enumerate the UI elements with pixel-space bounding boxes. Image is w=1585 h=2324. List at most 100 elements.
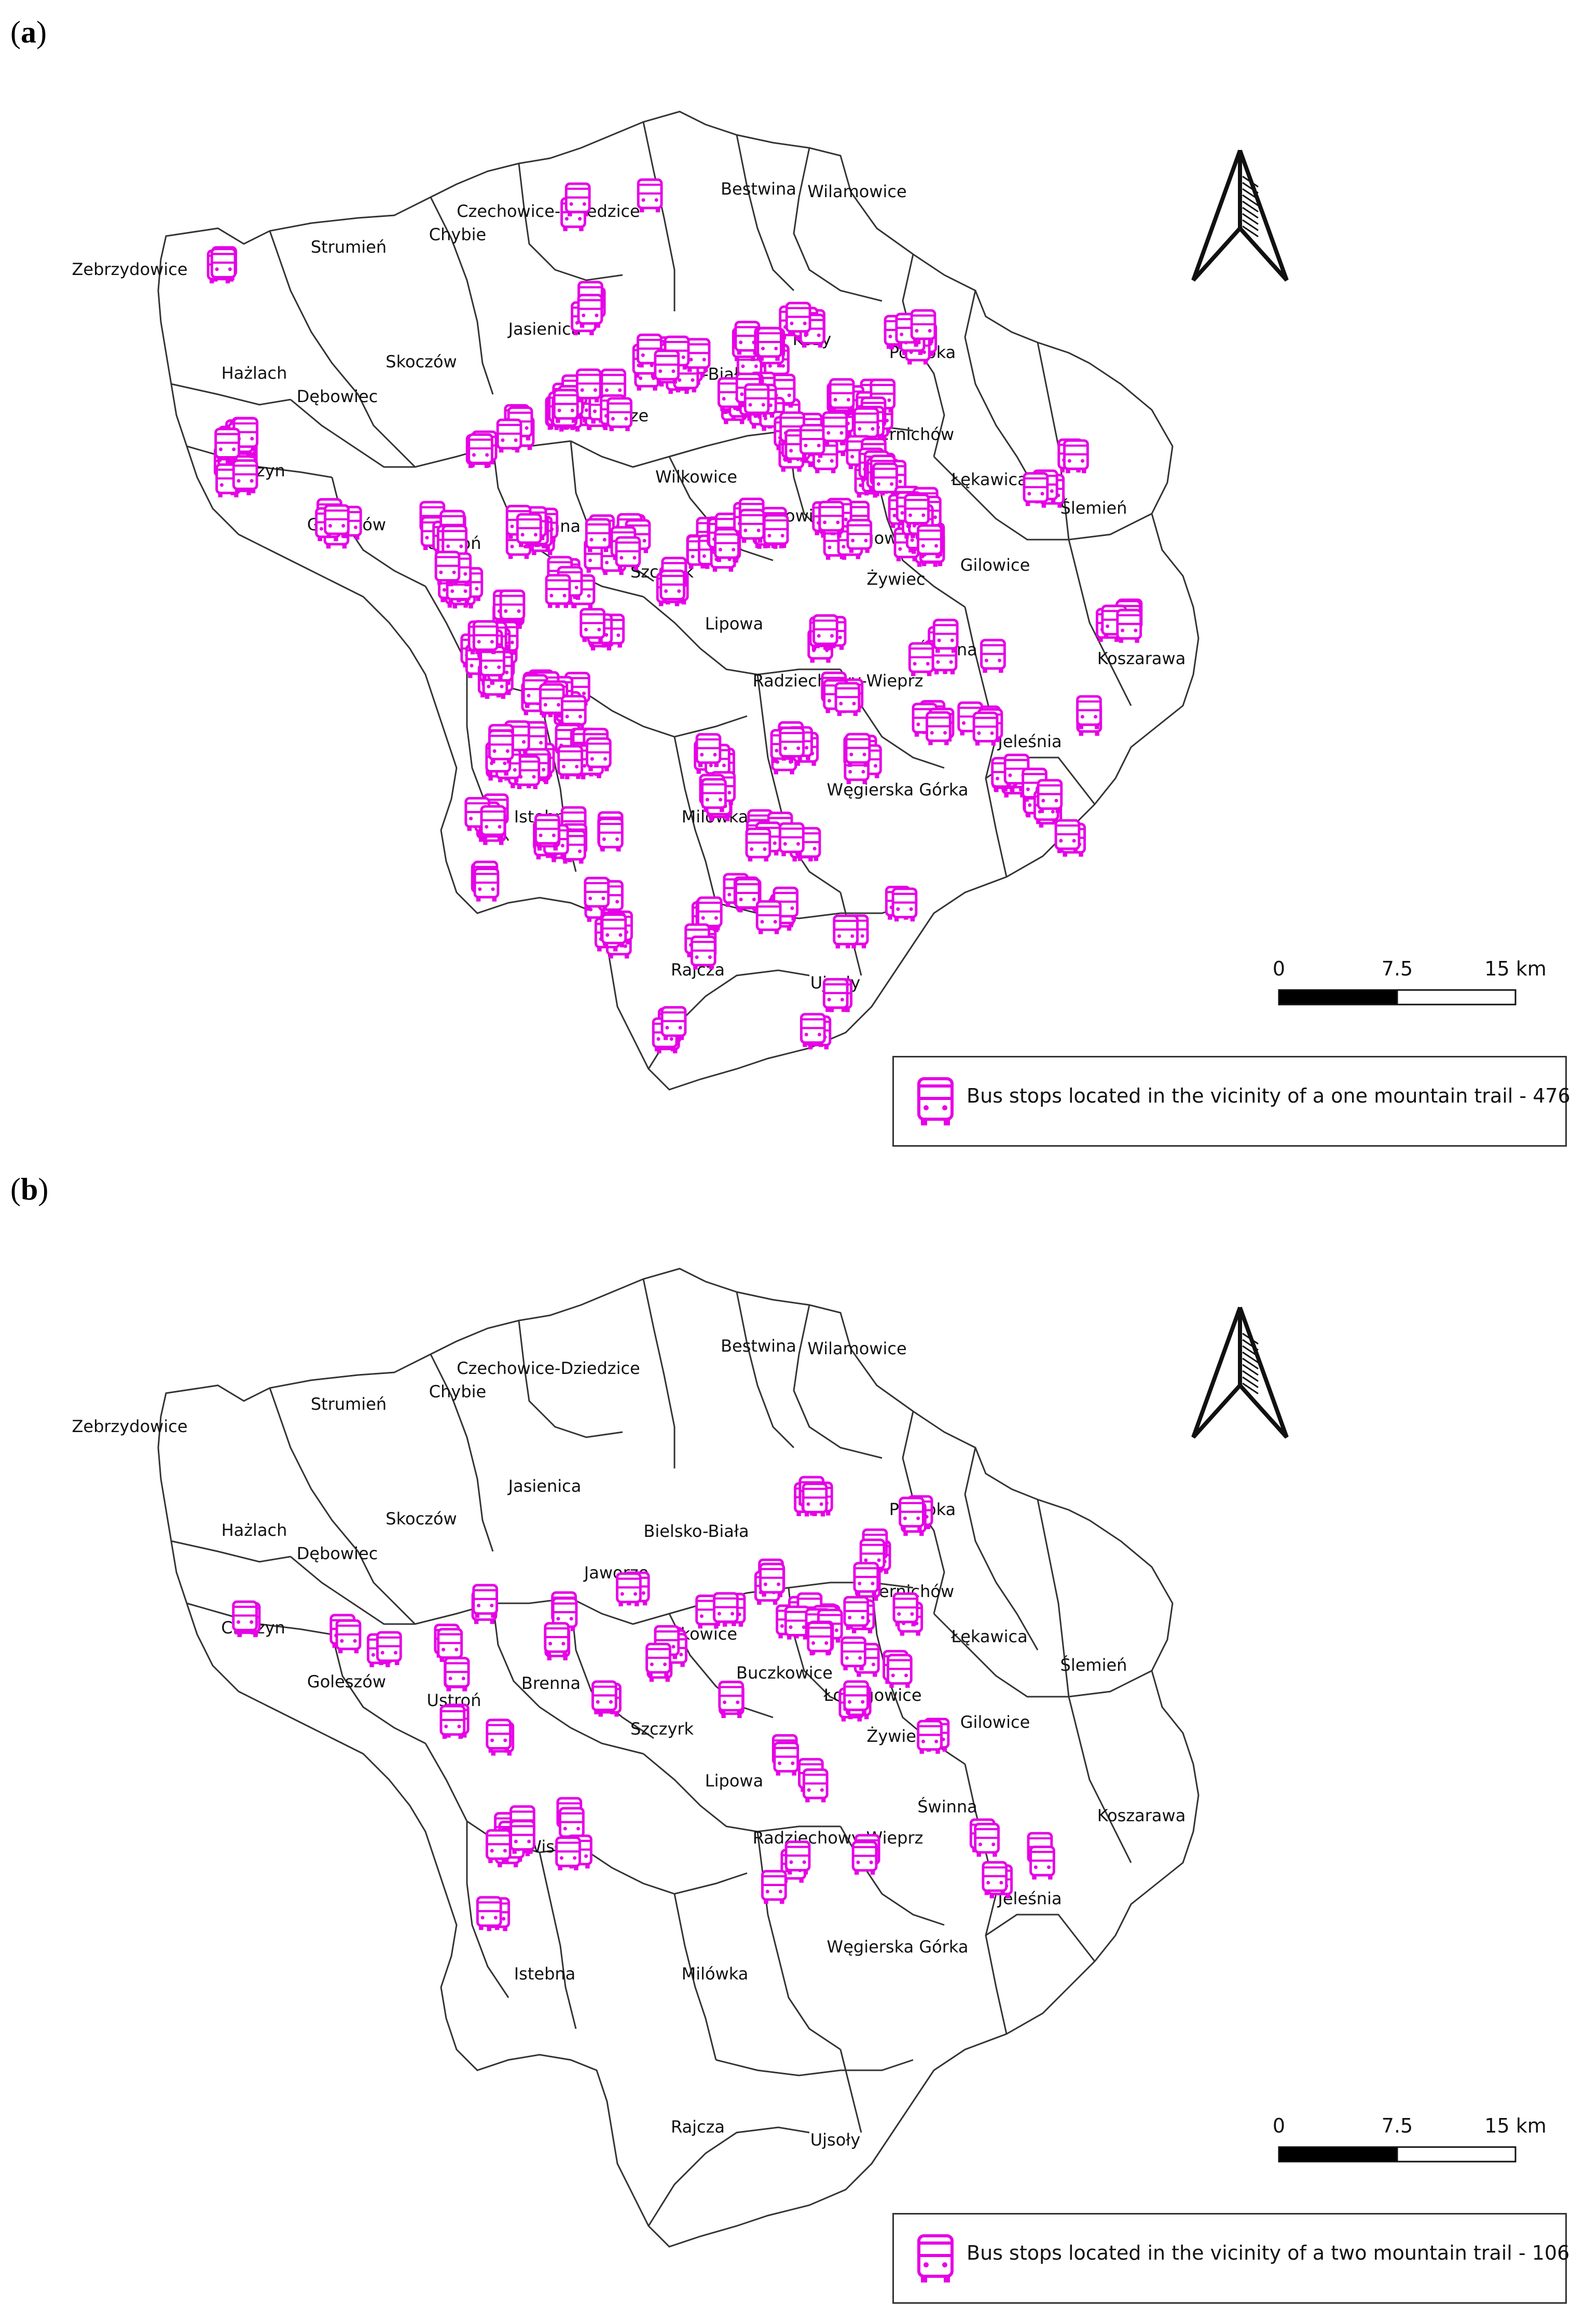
region-outline	[157, 1268, 1200, 2248]
scale-bar-label: 15 km	[1484, 2114, 1546, 2137]
bus-stop-icon	[834, 682, 861, 716]
bus-stop-icon	[534, 814, 560, 848]
bus-stop-icon	[982, 1861, 1008, 1895]
bus-stop-icon	[553, 389, 579, 423]
bus-stop-icon	[214, 428, 240, 462]
scale-bar-label: 7.5	[1382, 2114, 1413, 2137]
bus-stop-icon	[759, 1562, 785, 1597]
municipality-border	[518, 163, 623, 281]
bus-stop-icon	[840, 1636, 866, 1671]
bus-stop-icon	[846, 519, 873, 553]
bus-stop-icon	[232, 1600, 258, 1634]
bus-stop-icon	[743, 383, 770, 418]
place-label: Lipowa	[705, 1771, 763, 1791]
place-label: Skoczów	[385, 352, 457, 372]
place-label: Chybie	[429, 1382, 486, 1401]
place-label: Czechowice-Dziedzice	[457, 1358, 640, 1378]
municipality-border	[647, 2126, 810, 2226]
municipality-border	[171, 1540, 291, 1563]
bus-stop-icon	[818, 501, 845, 535]
bus-stop-icon	[784, 1840, 811, 1875]
bus-stop-icon	[559, 1807, 585, 1841]
municipality-border	[715, 2059, 914, 2077]
municipality-border	[1068, 1696, 1132, 1863]
municipality-border	[643, 596, 840, 676]
bus-stop-icon	[210, 247, 237, 282]
municipality-border	[673, 736, 717, 903]
scale-bar-light-segment	[1396, 989, 1517, 1006]
bus-stop-icon	[324, 504, 350, 539]
bus-stop-icon	[591, 1680, 617, 1714]
municipality-border	[539, 1852, 577, 2029]
place-label: Jasienica	[507, 1476, 582, 1496]
bus-stop-icon	[799, 423, 825, 458]
scale-bar: 0 7.5 15 km	[1273, 2114, 1547, 2163]
scale-bar-dark-segment	[1278, 2146, 1398, 2163]
bus-stop-icon	[872, 462, 898, 497]
bus-stop-icon	[552, 1597, 578, 1631]
bus-stop-icon	[586, 737, 612, 772]
municipality-border	[642, 1278, 676, 1468]
bus-stop-icon	[575, 368, 602, 403]
place-label: Istebna	[514, 1964, 576, 1984]
bus-stop-icon	[891, 887, 918, 922]
place-label: Hażlach	[222, 363, 287, 383]
municipality-border	[186, 445, 333, 478]
bus-stop-icon	[1029, 1845, 1055, 1880]
bus-stop-icon	[577, 294, 603, 328]
municipality-border	[1068, 539, 1132, 706]
place-label: Bielsko-Biała	[643, 1521, 749, 1541]
bus-stop-icon	[701, 778, 727, 812]
map-b: Bestwina Wilamowice Czechowice-Dziedzice St…	[72, 1268, 1547, 2248]
bus-stop-icon	[843, 1680, 869, 1714]
bus-stop-icon	[480, 805, 506, 840]
bus-stop-icon	[637, 178, 663, 213]
municipality-border	[581, 689, 748, 738]
bus-stop-icon	[488, 729, 514, 764]
bus-stop-icon	[1054, 819, 1081, 854]
bus-stop-icon	[851, 1840, 878, 1875]
municipality-border	[581, 1846, 748, 1895]
bus-stop-icon	[843, 1596, 870, 1630]
municipality-border	[736, 1291, 795, 1449]
place-label: Koszarawa	[1097, 649, 1186, 668]
municipality-border	[756, 674, 841, 893]
place-label: Szczyrk	[630, 1719, 694, 1739]
bus-stop-icon	[755, 900, 782, 934]
place-label: Radziechowy-Wieprz	[753, 1828, 924, 1848]
bus-stop-icon	[1037, 779, 1063, 813]
bus-stop-icon	[434, 551, 461, 585]
municipality-border	[985, 1914, 1096, 2034]
municipality-border	[964, 1447, 1039, 1651]
place-label: Wilamowice	[807, 1339, 906, 1358]
bus-stop-icon	[713, 1592, 739, 1626]
bus-stop-icon	[739, 508, 765, 543]
bus-stop-icon	[853, 407, 879, 442]
municipality-border	[643, 1753, 840, 1833]
bus-stop-icon	[714, 528, 740, 562]
bus-stop-icon	[580, 608, 605, 642]
bus-stop-icon	[545, 574, 571, 608]
scale-bar-label: 7.5	[1382, 957, 1413, 980]
bus-stop-icon	[800, 1013, 826, 1047]
municipality-border	[839, 2049, 862, 2133]
bus-stop-icon	[539, 683, 565, 718]
bus-stop-icon	[585, 518, 611, 552]
map-panel-a: Bestwina Wilamowice Czechowice-Dziedzice St…	[0, 0, 1585, 1157]
bus-stop-icon	[1063, 439, 1089, 474]
place-label: Gilowice	[960, 555, 1030, 575]
municipality-border	[933, 1613, 1152, 1698]
map-a: Bestwina Wilamowice Czechowice-Dziedzice St…	[72, 111, 1547, 1091]
bus-stop-icon	[684, 338, 711, 372]
municipality-border	[518, 1320, 623, 1438]
place-label: Jasienica	[507, 319, 582, 339]
municipality-border	[492, 1603, 644, 1755]
municipality-border	[673, 1893, 717, 2060]
bus-stop-icon	[695, 733, 722, 767]
bus-stop-icon	[376, 1631, 402, 1666]
bus-stop-icon	[1023, 472, 1049, 506]
bus-stop-icon	[1116, 609, 1142, 643]
bus-stop-icon	[660, 1006, 687, 1040]
place-label: Zebrzydowice	[72, 259, 187, 279]
bus-stop-icon	[467, 433, 493, 467]
